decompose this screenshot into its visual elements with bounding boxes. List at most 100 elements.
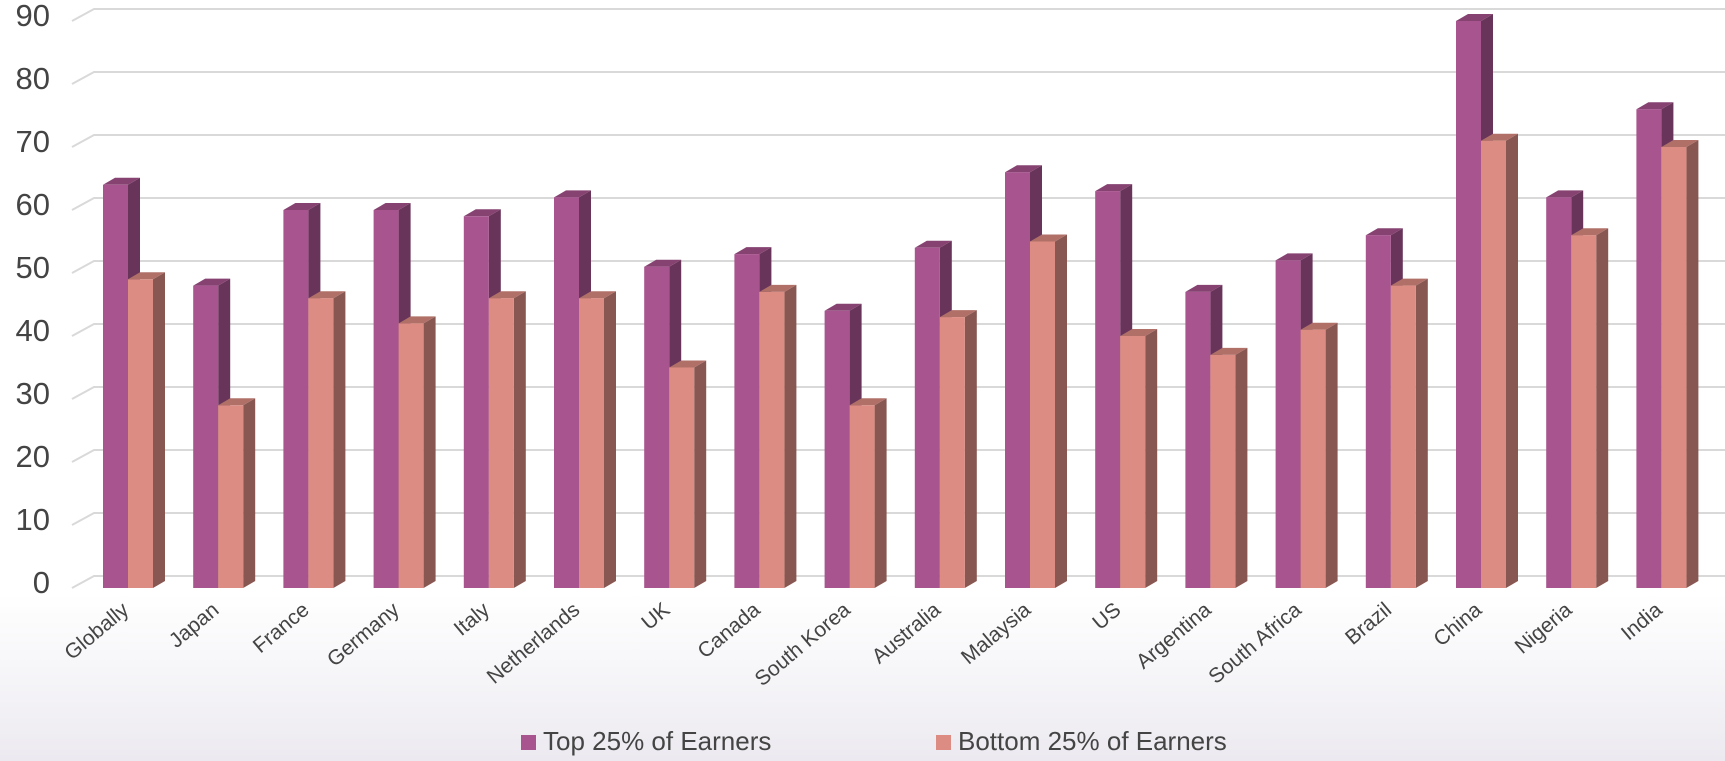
bar-bottom-25-canada	[759, 284, 797, 588]
bar-side	[694, 360, 707, 588]
legend-swatch	[521, 735, 536, 750]
bar-bottom-25-nigeria	[1571, 228, 1609, 588]
bar-top	[1275, 253, 1313, 261]
bar-side	[423, 316, 436, 588]
y-tick-label: 0	[33, 565, 50, 600]
bar-front	[554, 197, 579, 588]
y-axis-tick-labels: 0 10 20 30 40 50 60 70 80 90	[16, 0, 50, 600]
bar-front	[488, 298, 514, 588]
x-category-label: Argentina	[1132, 598, 1216, 674]
bar-top	[669, 360, 707, 368]
bar-top	[463, 209, 501, 217]
bar-side	[153, 272, 165, 588]
bar-front	[1210, 354, 1236, 588]
gridline	[71, 449, 1725, 463]
bar-top	[103, 177, 140, 185]
bar-front	[308, 298, 334, 588]
bar-side	[784, 284, 797, 588]
bar-top	[128, 272, 165, 280]
bar-top	[1571, 228, 1609, 236]
bar-side	[1145, 329, 1158, 588]
bar-top	[1481, 133, 1518, 141]
bar-front	[1005, 172, 1030, 588]
gridline	[71, 134, 1725, 148]
bar-front	[669, 367, 695, 588]
x-category-label: Netherlands	[483, 598, 585, 688]
gridline	[71, 8, 1725, 22]
bar-top	[1095, 184, 1133, 192]
gridline	[71, 71, 1725, 85]
gridline	[71, 197, 1725, 211]
legend-item-bottom-25: Bottom 25% of Earners	[936, 726, 1227, 756]
bar-bottom-25-italy	[488, 291, 526, 588]
y-tick-label: 90	[16, 0, 50, 33]
bar-bottom-25-uk	[669, 360, 707, 588]
y-tick-label: 10	[16, 502, 50, 537]
bar-top	[218, 398, 256, 406]
y-tick-label: 40	[16, 313, 50, 348]
bar-top	[1661, 140, 1699, 147]
gridline	[71, 575, 1725, 589]
y-tick-label: 20	[16, 439, 50, 474]
bar-front	[1365, 235, 1391, 588]
bar-front	[1456, 21, 1481, 588]
bar-top	[1390, 278, 1428, 286]
bar-top	[398, 316, 436, 324]
legend-label: Top 25% of Earners	[543, 726, 771, 756]
bar-top	[554, 190, 591, 198]
bar-bottom-25-argentina	[1210, 347, 1248, 588]
bar-bottom-25-france	[308, 291, 346, 588]
bar-front	[373, 210, 399, 588]
bar-front	[128, 279, 153, 588]
x-category-label: France	[249, 598, 314, 658]
bar-front	[824, 310, 850, 588]
bar-bottom-25-australia	[939, 310, 977, 588]
bar-front	[1300, 329, 1326, 588]
bar-bottom-25-germany	[398, 316, 436, 588]
bar-front	[939, 317, 965, 588]
bar-front	[644, 266, 670, 588]
bar-front	[1095, 191, 1121, 588]
legend-item-top-25: Top 25% of Earners	[521, 726, 771, 756]
bar-front	[1661, 147, 1687, 588]
bar-top	[1300, 322, 1338, 330]
x-category-label: Germany	[323, 598, 404, 671]
bar-front	[1185, 291, 1211, 588]
bar-top	[914, 240, 952, 248]
bar-bottom-25-malaysia	[1030, 234, 1067, 588]
bar-top	[1030, 234, 1067, 242]
bar-front	[398, 323, 424, 588]
x-category-label: Canada	[693, 598, 764, 663]
bar-front	[1481, 140, 1506, 588]
bar-side	[1415, 278, 1428, 588]
bar-front	[283, 210, 309, 588]
bar-top	[759, 284, 797, 292]
bar-front	[1636, 109, 1662, 588]
bar-top	[308, 291, 346, 299]
bar-bottom-25-us	[1120, 329, 1158, 588]
bars	[103, 14, 1699, 589]
bar-top	[1456, 14, 1493, 21]
bar-top	[193, 278, 231, 286]
x-category-label: Japan	[165, 598, 224, 652]
bar-top	[734, 247, 772, 255]
bar-front	[734, 254, 760, 588]
x-category-label: Globally	[60, 598, 133, 665]
bar-front	[1275, 260, 1301, 588]
bar-top	[1120, 329, 1158, 336]
bar-bottom-25-china	[1481, 133, 1518, 588]
legend-label: Bottom 25% of Earners	[958, 726, 1227, 756]
legend: Top 25% of Earners Bottom 25% of Earners	[521, 726, 1227, 756]
bar-side	[964, 310, 977, 588]
bar-top	[1185, 284, 1223, 292]
bar-side	[513, 291, 526, 588]
bar-top	[1365, 228, 1403, 236]
x-category-label: Nigeria	[1511, 598, 1577, 659]
bar-bottom-25-netherlands	[579, 291, 616, 588]
bar-top	[283, 203, 321, 210]
bar-top	[1546, 190, 1584, 198]
y-tick-label: 50	[16, 250, 50, 285]
y-tick-label: 70	[16, 124, 50, 159]
x-category-label: US	[1088, 598, 1125, 634]
